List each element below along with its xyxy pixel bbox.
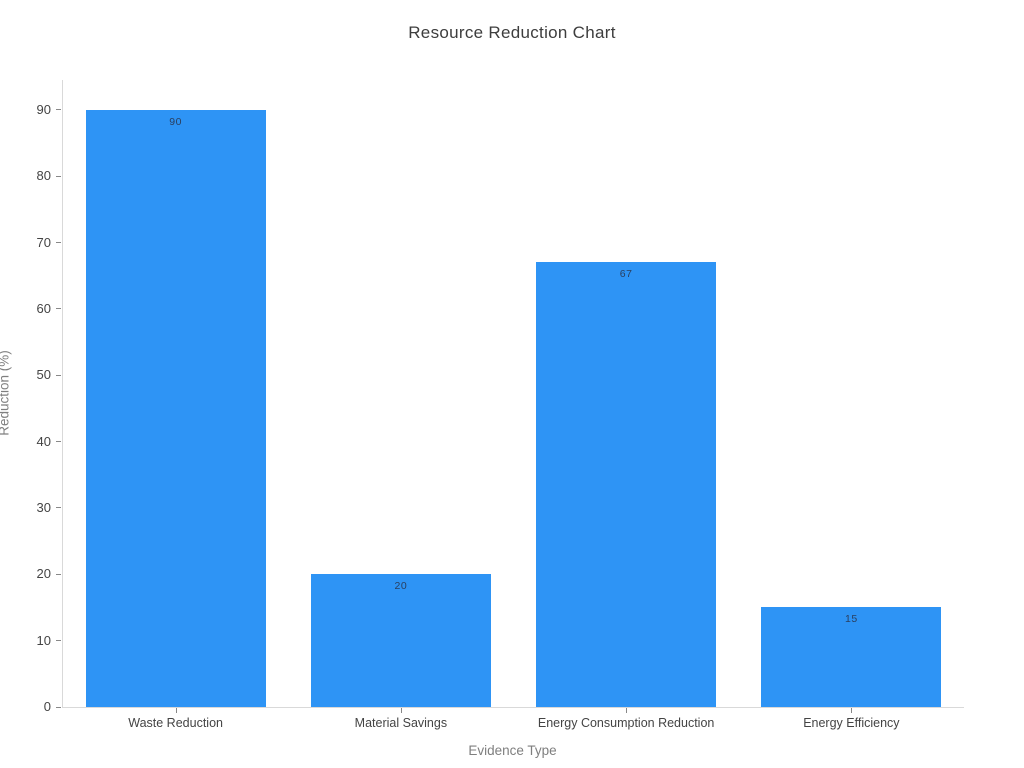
y-tick-label: 80 [36,168,51,184]
bar-value-label: 20 [394,580,408,593]
x-tick-mark [175,708,177,713]
bar: 15 [761,607,942,707]
bar-value-label: 67 [619,268,633,281]
bar: 90 [85,109,266,707]
y-tick-mark [56,308,61,310]
y-tick-label: 90 [36,101,51,117]
chart-title: Resource Reduction Chart [408,23,616,42]
y-tick-label: 20 [36,566,51,582]
y-tick-mark [56,507,61,509]
y-tick-label: 0 [43,699,51,714]
x-axis-title: Evidence Type [468,743,557,758]
y-tick-mark [56,242,61,244]
x-tick-label: Material Savings [354,716,448,730]
y-tick-mark [56,109,61,111]
y-tick-label: 40 [36,433,51,449]
x-tick-label: Energy Efficiency [803,716,900,730]
y-tick-mark [56,640,61,642]
bar: 67 [536,262,717,707]
y-tick-mark [56,374,61,376]
bar-value-label: 90 [169,115,182,128]
bar: 20 [310,574,491,707]
x-tick-mark [400,708,402,713]
y-axis-title-text: Reduction (%) [0,350,12,436]
x-tick-mark [851,708,853,713]
y-tick-label: 50 [36,367,51,383]
x-tick-label: Waste Reduction [128,716,223,730]
x-tick-label: Energy Consumption Reduction [537,716,715,730]
y-tick-label: 30 [36,499,51,515]
x-tick-mark [626,708,628,713]
y-tick-mark [56,175,61,177]
y-tick-label: 10 [36,632,51,648]
y-tick-mark [56,573,61,575]
bar-value-label: 15 [845,613,858,626]
y-tick-mark [56,706,61,708]
plot-area: 0 10 20 30 40 50 60 70 80 90 90 Waste Reduction 20 Ma… [37,80,964,730]
y-tick-mark [56,441,61,443]
y-tick-label: 70 [36,234,51,250]
y-tick-label: 60 [36,300,51,316]
